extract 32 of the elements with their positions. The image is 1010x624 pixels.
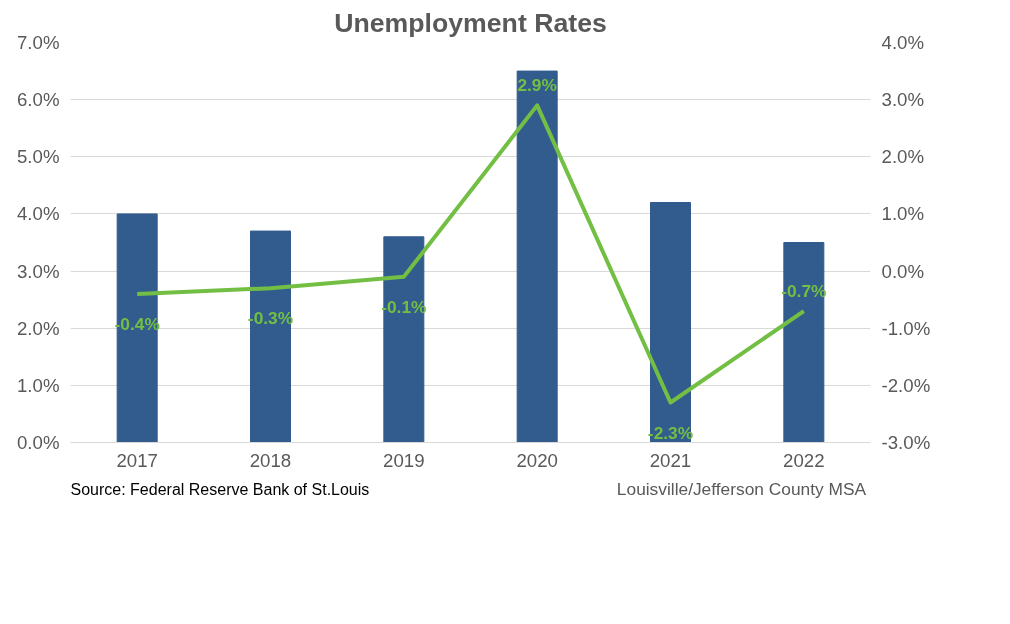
y-tick-label: 2.0% (16, 317, 60, 339)
x-tick-label: 2022 (783, 449, 825, 471)
x-tick-label: 2018 (249, 449, 292, 471)
x-tick-label: 2020 (516, 449, 558, 471)
data-label: 2.9% (517, 75, 557, 96)
y-tick-label: 3.0% (16, 260, 60, 282)
x-tick-label: 2021 (649, 449, 692, 471)
y-tick-label: 6.0% (16, 89, 60, 111)
y2-tick-label: 3.0% (881, 89, 925, 111)
y2-tick-label: 0.0% (881, 260, 925, 282)
y2-tick-label: -1.0% (881, 317, 931, 339)
y-tick-label: 7.0% (16, 32, 60, 53)
chart-title: Unemployment Rates (334, 7, 607, 38)
y2-tick-label: -3.0% (881, 432, 931, 453)
x-tick-label: 2019 (383, 449, 425, 471)
bar (650, 202, 691, 443)
y2-tick-label: 4.0% (881, 32, 925, 53)
source-note: Source: Federal Reserve Bank of St.Louis (70, 481, 370, 498)
y2-tick-label: 1.0% (881, 203, 925, 225)
y-tick-label: 4.0% (16, 203, 60, 225)
bar (116, 213, 158, 443)
y-tick-label: 0.0% (16, 432, 60, 453)
text: Louisville/Jefferson County MSA (616, 478, 866, 500)
bar (383, 236, 425, 443)
x-tick-label: 2017 (116, 449, 158, 471)
bar (250, 230, 291, 443)
y-tick-label: 5.0% (16, 146, 60, 168)
y-tick-label: 1.0% (16, 374, 60, 396)
bar (516, 70, 558, 443)
bar (783, 242, 825, 443)
y2-tick-label: -2.0% (881, 374, 931, 396)
y2-tick-label: 2.0% (881, 146, 925, 168)
